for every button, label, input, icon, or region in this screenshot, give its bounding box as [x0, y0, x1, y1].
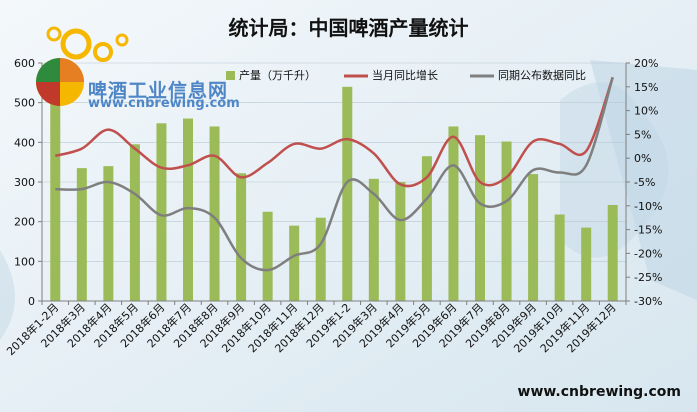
- bar: [129, 144, 140, 301]
- bar: [76, 168, 87, 301]
- line-series: [54, 76, 614, 272]
- logo-circle: [36, 58, 60, 82]
- logo-circle: [115, 33, 129, 47]
- y-left-tick-label: 200: [14, 216, 35, 229]
- logo-circle: [60, 28, 92, 60]
- legend-label: 产量（万千升）: [239, 68, 316, 82]
- background-decoration: [0, 60, 697, 340]
- bar: [156, 123, 167, 301]
- y-right-tick-label: -25%: [634, 271, 662, 284]
- y-left-tick-label: 400: [14, 136, 35, 149]
- series-line: [54, 76, 614, 188]
- decor-shape: [590, 60, 697, 300]
- y-left-tick-label: 600: [14, 57, 35, 70]
- y-right-tick-label: -10%: [634, 200, 662, 213]
- legend-label: 同期公布数据同比: [498, 68, 586, 82]
- bar: [395, 182, 406, 301]
- bar: [103, 166, 114, 301]
- y-right-tick-label: 0%: [634, 152, 651, 165]
- y-right-tick-label: -5%: [634, 176, 655, 189]
- bar: [236, 173, 247, 301]
- logo-circle: [46, 26, 62, 42]
- series-line: [55, 76, 614, 272]
- bar: [183, 118, 193, 302]
- bar: [475, 135, 485, 301]
- logo-name: 啤酒工业信息网: [88, 80, 229, 102]
- y-right-tick-label: 5%: [634, 128, 651, 141]
- y-left-tick-label: 0: [28, 295, 35, 308]
- y-right-tick-label: -15%: [634, 224, 662, 237]
- y-left-tick-label: 100: [14, 255, 35, 268]
- y-left-tick-label: 500: [14, 97, 35, 110]
- bar: [262, 211, 273, 301]
- logo-circle: [36, 82, 60, 106]
- legend-label: 当月同比增长: [372, 68, 438, 82]
- logo-circle: [60, 58, 84, 82]
- bar: [315, 217, 326, 301]
- bar: [289, 225, 300, 301]
- legend-swatch-bar: [226, 71, 235, 80]
- y-right-tick-label: -30%: [634, 295, 662, 308]
- y-right-tick-label: 10%: [634, 105, 658, 118]
- y-right-tick-label: -20%: [634, 247, 662, 260]
- bar: [368, 178, 379, 301]
- bar: [581, 227, 592, 301]
- chart-title: 统计局：中国啤酒产量统计: [228, 16, 469, 40]
- y-right-tick-label: 20%: [634, 57, 658, 70]
- legend: 产量（万千升） 当月同比增长 同期公布数据同比: [226, 68, 586, 82]
- bar: [554, 214, 565, 301]
- decor-shape: [0, 250, 15, 340]
- bar: [607, 205, 618, 301]
- bar: [528, 174, 539, 301]
- logo-circle: [93, 42, 113, 62]
- y-left-tick-label: 300: [14, 176, 35, 189]
- bar: [209, 126, 220, 301]
- footer-url: www.cnbrewing.com: [517, 384, 681, 400]
- logo-icon: [36, 26, 129, 106]
- logo-url: www.cnbrewing.com: [88, 96, 240, 111]
- bar: [342, 86, 353, 301]
- bar: [421, 156, 432, 301]
- bar: [448, 126, 459, 301]
- y-right-tick-label: 15%: [634, 81, 658, 94]
- bar: [501, 141, 512, 301]
